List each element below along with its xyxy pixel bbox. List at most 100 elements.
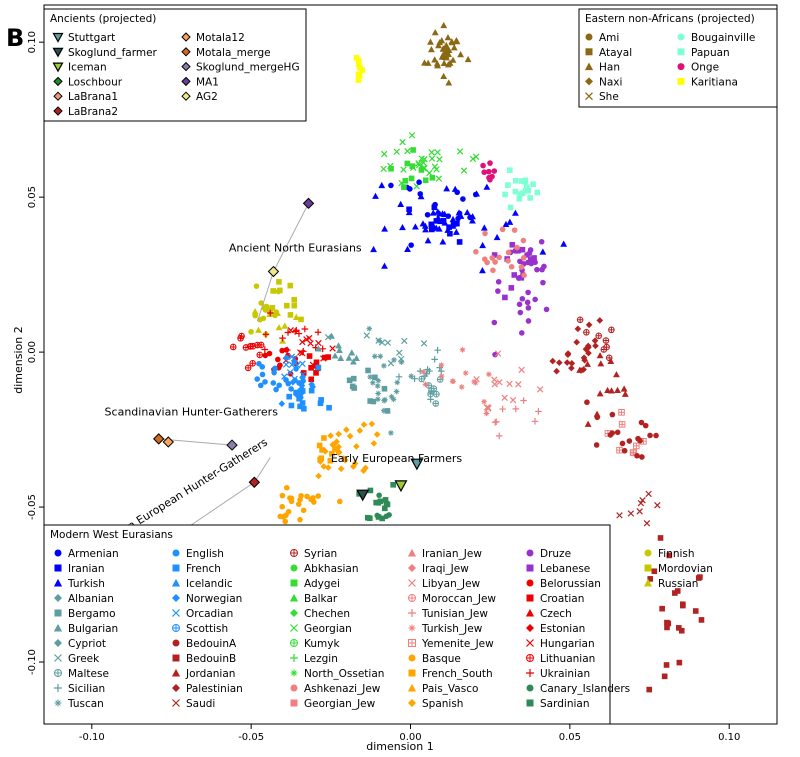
data-point-yemenite-jew xyxy=(616,446,623,454)
legend-marker-pais-vasco xyxy=(407,683,417,692)
data-point-bedouinb xyxy=(680,602,686,609)
ancient-point-motala12 xyxy=(162,436,174,448)
data-point-jordanian xyxy=(621,390,629,397)
legend-entry-label: Sardinian xyxy=(540,698,589,710)
data-point-tuscan xyxy=(393,388,400,395)
data-point-armenian xyxy=(467,214,473,221)
data-point-lebanese xyxy=(511,272,518,278)
legend-marker-bougainville xyxy=(677,33,685,41)
data-point-tuscan xyxy=(390,396,397,403)
legend-entry-label: French xyxy=(186,563,221,575)
data-point-armenian xyxy=(424,211,431,218)
legend-marker-armenian xyxy=(54,549,62,557)
data-point-bedouina xyxy=(638,419,645,426)
data-point-karitiana xyxy=(355,61,362,67)
ancient-point-stuttgart xyxy=(410,458,424,471)
data-point-russian xyxy=(275,324,283,331)
data-point-sardinian xyxy=(383,500,390,507)
data-point-turkish-jew xyxy=(459,346,466,353)
data-point-druze xyxy=(525,318,532,324)
data-point-sicilian xyxy=(395,373,403,381)
data-point-armenian xyxy=(408,242,414,248)
data-point-papuan xyxy=(518,178,525,184)
data-point-palestinian xyxy=(568,364,575,372)
legend-marker-french-south xyxy=(408,669,416,677)
data-point-saudi xyxy=(643,520,651,527)
data-point-canary-islanders xyxy=(386,512,392,518)
legend-entry-label: Bulgarian xyxy=(68,623,118,635)
data-point-bedouinb xyxy=(659,605,665,612)
group-annotation: Ancient North Eurasians xyxy=(229,241,362,254)
data-point-saudi xyxy=(637,499,645,507)
data-point-han xyxy=(433,60,441,67)
data-point-mordovian xyxy=(276,279,282,285)
data-point-georgian xyxy=(428,149,435,156)
legend-entry-label: Balkar xyxy=(304,593,338,605)
data-point-adygei xyxy=(404,160,411,167)
data-point-armenian xyxy=(417,191,424,197)
data-point-jordanian xyxy=(584,360,591,367)
data-point-bedouinb xyxy=(663,662,670,668)
data-point-armenian xyxy=(456,210,463,217)
data-point-spanish xyxy=(351,460,359,467)
legend-marker-spanish xyxy=(408,699,416,707)
legend-entry-label: Mordovian xyxy=(658,563,713,575)
legend-entry-label: Georgian_Jew xyxy=(304,698,376,710)
data-point-spanish xyxy=(353,443,360,450)
legend-marker-belorussian xyxy=(526,579,534,587)
data-point-turkish xyxy=(397,200,405,207)
legend-marker-estonian xyxy=(526,624,534,632)
legend-entry-label: French_South xyxy=(422,668,493,680)
data-point-canary-islanders xyxy=(376,492,382,499)
data-point-french xyxy=(317,400,324,407)
data-point-tuscan xyxy=(388,393,395,400)
data-point-armenian xyxy=(455,215,461,222)
data-point-hungarian xyxy=(329,345,336,352)
legend-marker-turkish-jew xyxy=(408,624,416,632)
data-point-basque xyxy=(279,492,286,499)
data-point-georgian xyxy=(404,147,411,155)
data-point-greek xyxy=(387,360,395,367)
data-point-turkish xyxy=(493,233,501,241)
legend-marker-orcadian xyxy=(172,609,180,617)
legends: Ancients (projected) Stuttgart Skoglund_fa… xyxy=(43,8,778,725)
legend-entry-label: Estonian xyxy=(540,623,585,635)
group-annotation: Early European Farmers xyxy=(331,452,463,465)
data-point-druze xyxy=(495,278,502,285)
legend-marker-north-ossetian xyxy=(290,669,298,677)
legend-entry-label: Druze xyxy=(540,548,571,560)
x-axis-label: dimension 1 xyxy=(366,740,433,753)
data-point-turkish xyxy=(480,224,488,231)
legend-marker-bergamo xyxy=(54,609,62,617)
data-point-han xyxy=(440,72,448,80)
legend-marker-syrian xyxy=(290,549,299,557)
data-point-sardinian xyxy=(364,514,371,521)
legend-marker-norwegian xyxy=(172,594,180,602)
data-point-basque xyxy=(295,501,302,507)
data-point-norwegian xyxy=(289,378,297,386)
data-point-turkish-jew xyxy=(458,384,465,390)
legend-entry-label: Iceman xyxy=(68,62,107,74)
legend-marker-croatian xyxy=(526,594,534,602)
data-point-han xyxy=(452,37,460,44)
legend-eastern-box xyxy=(578,8,778,108)
data-point-sardinian xyxy=(377,498,384,505)
ancient-point-ag2 xyxy=(267,265,280,278)
data-point-sicilian xyxy=(411,375,418,383)
data-point-mordovian xyxy=(283,302,290,309)
data-point-greek xyxy=(401,337,408,345)
data-point-turkish-jew xyxy=(481,398,487,405)
data-point-croatian xyxy=(308,364,314,371)
data-point-tuscan xyxy=(367,374,373,380)
data-point-ashkenazi-jew xyxy=(492,259,498,265)
data-point-norwegian xyxy=(299,374,306,381)
data-point-ashkenazi-jew xyxy=(511,227,518,233)
data-point-french xyxy=(308,387,315,394)
data-point-basque xyxy=(300,507,307,514)
legend-entry-label: Moroccan_Jew xyxy=(422,593,496,605)
data-point-ukrainian xyxy=(266,309,274,317)
data-point-georgian xyxy=(426,169,433,177)
data-point-saudi xyxy=(639,496,646,504)
legend-entry-label: Motala12 xyxy=(196,32,245,44)
data-point-adygei xyxy=(408,175,415,182)
